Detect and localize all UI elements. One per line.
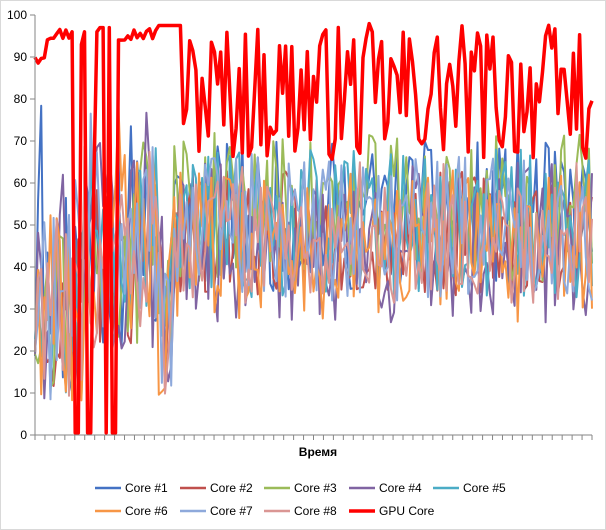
y-tick-label: 30 — [14, 302, 28, 316]
y-tick-label: 60 — [14, 176, 28, 190]
legend-item-core-8: Core #8 — [264, 504, 337, 518]
y-tick-label: 70 — [14, 134, 28, 148]
legend-label: Core #2 — [210, 481, 253, 495]
y-axis-ticks: 0 10 20 30 40 50 60 70 80 90 100 — [7, 8, 35, 442]
legend-label: GPU Core — [379, 504, 435, 518]
legend-item-core-6: Core #6 — [95, 504, 168, 518]
legend-item-core-1: Core #1 — [95, 481, 168, 495]
legend-item-core-7: Core #7 — [180, 504, 253, 518]
legend-label: Core #3 — [294, 481, 337, 495]
legend-item-gpu-core: GPU Core — [349, 504, 435, 518]
legend-item-core-2: Core #2 — [180, 481, 253, 495]
y-tick-label: 40 — [14, 260, 28, 274]
legend-item-core-3: Core #3 — [264, 481, 337, 495]
legend-item-core-4: Core #4 — [349, 481, 422, 495]
legend-item-core-5: Core #5 — [433, 481, 506, 495]
legend: Core #1 Core #2 Core #3 Core #4 Core #5 Core … — [95, 481, 506, 518]
legend-label: Core #6 — [125, 504, 168, 518]
legend-label: Core #7 — [210, 504, 253, 518]
legend-label: Core #1 — [125, 481, 168, 495]
y-tick-label: 90 — [14, 50, 28, 64]
y-tick-label: 80 — [14, 92, 28, 106]
y-tick-label: 50 — [14, 218, 28, 232]
legend-label: Core #4 — [379, 481, 422, 495]
y-tick-label: 100 — [7, 8, 27, 22]
legend-label: Core #8 — [294, 504, 337, 518]
legend-label: Core #5 — [463, 481, 506, 495]
series-line-gpu-core — [33, 21, 594, 435]
y-tick-label: 0 — [20, 428, 27, 442]
plot-lines — [33, 21, 594, 435]
x-axis-title: Время — [299, 445, 337, 459]
series-line-core-8 — [34, 145, 593, 397]
y-tick-label: 20 — [14, 344, 28, 358]
y-tick-label: 10 — [14, 386, 28, 400]
